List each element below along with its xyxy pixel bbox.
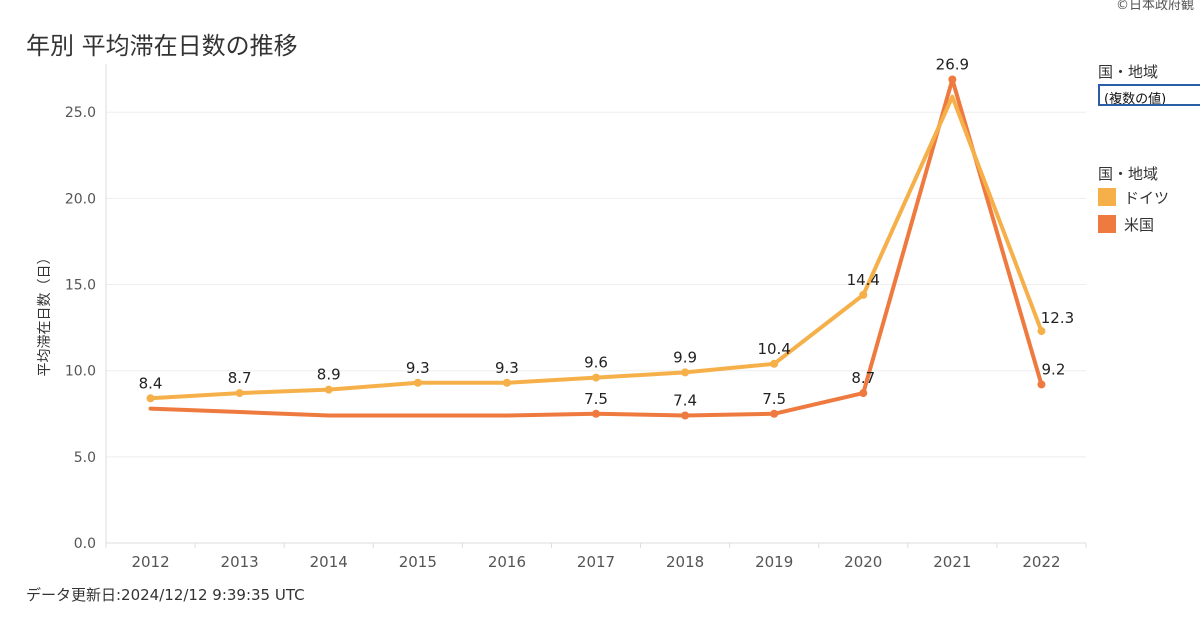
data-label-germany: 9.3	[406, 359, 430, 377]
copyright-notice: ©日本政府観	[1115, 0, 1194, 13]
data-point-germany	[324, 385, 333, 394]
data-label-usa: 7.5	[762, 390, 786, 408]
legend-swatch-germany	[1098, 188, 1116, 206]
data-label-germany: 8.7	[228, 369, 252, 387]
data-label-germany: 10.4	[757, 340, 790, 358]
data-point-usa	[592, 409, 600, 418]
filter-label: 国・地域	[1098, 63, 1159, 81]
data-point-germany	[413, 378, 422, 387]
x-tick-label: 2014	[310, 553, 348, 571]
y-tick-label: 15.0	[65, 278, 96, 294]
data-label-usa: 8.7	[851, 369, 875, 387]
y-tick-label: 25.0	[65, 105, 96, 121]
data-point-usa	[1037, 380, 1046, 389]
legend-label-usa: 米国	[1124, 215, 1155, 234]
data-updated-timestamp: データ更新日:2024/12/12 9:39:35 UTC	[26, 586, 305, 604]
data-label-usa: 9.2	[1042, 360, 1066, 378]
data-label-usa: 7.5	[584, 390, 608, 408]
data-point-germany	[859, 290, 868, 299]
data-point-germany	[592, 373, 600, 382]
data-label-germany: 12.3	[1041, 309, 1074, 327]
data-point-germany	[681, 368, 690, 377]
x-tick-label: 2015	[399, 553, 437, 571]
region-filter-dropdown[interactable]: (複数の値)	[1098, 84, 1200, 106]
data-label-germany: 8.4	[139, 374, 163, 392]
data-point-germany	[146, 394, 155, 403]
y-tick-label: 0.0	[74, 536, 96, 552]
data-label-germany: 9.9	[673, 348, 697, 366]
y-tick-label: 10.0	[65, 364, 96, 380]
data-point-usa	[770, 409, 779, 418]
data-point-usa	[859, 389, 868, 398]
x-tick-label: 2012	[131, 553, 169, 571]
x-tick-label: 2016	[488, 553, 526, 571]
x-tick-label: 2021	[933, 553, 971, 571]
x-tick-label: 2020	[844, 553, 882, 571]
data-label-usa: 26.9	[936, 56, 969, 74]
data-label-germany: 9.6	[584, 354, 608, 372]
x-tick-label: 2013	[221, 553, 259, 571]
data-label-germany: 14.4	[847, 271, 880, 289]
x-tick-label: 2022	[1022, 553, 1060, 571]
y-tick-label: 5.0	[74, 450, 96, 466]
data-label-usa: 7.4	[673, 391, 697, 409]
y-tick-label: 20.0	[65, 191, 96, 207]
data-label-germany: 9.3	[495, 359, 519, 377]
legend-item-germany[interactable]: ドイツ	[1098, 187, 1169, 207]
legend-swatch-usa	[1098, 215, 1116, 233]
data-point-germany	[1037, 327, 1046, 336]
legend-label-germany: ドイツ	[1124, 188, 1170, 207]
x-tick-label: 2018	[666, 553, 704, 571]
data-point-germany	[235, 389, 244, 398]
data-point-germany	[770, 359, 779, 368]
data-point-germany	[502, 378, 511, 387]
data-point-usa	[681, 411, 690, 420]
x-tick-label: 2019	[755, 553, 793, 571]
data-label-germany: 8.9	[317, 366, 341, 384]
x-tick-label: 2017	[577, 553, 615, 571]
chart-title: 年別 平均滞在日数の推移	[26, 32, 298, 60]
y-axis-title: 平均滞在日数（日）	[37, 251, 53, 377]
legend-item-usa[interactable]: 米国	[1098, 214, 1154, 234]
legend-title: 国・地域	[1098, 165, 1159, 183]
data-point-usa	[948, 75, 957, 84]
